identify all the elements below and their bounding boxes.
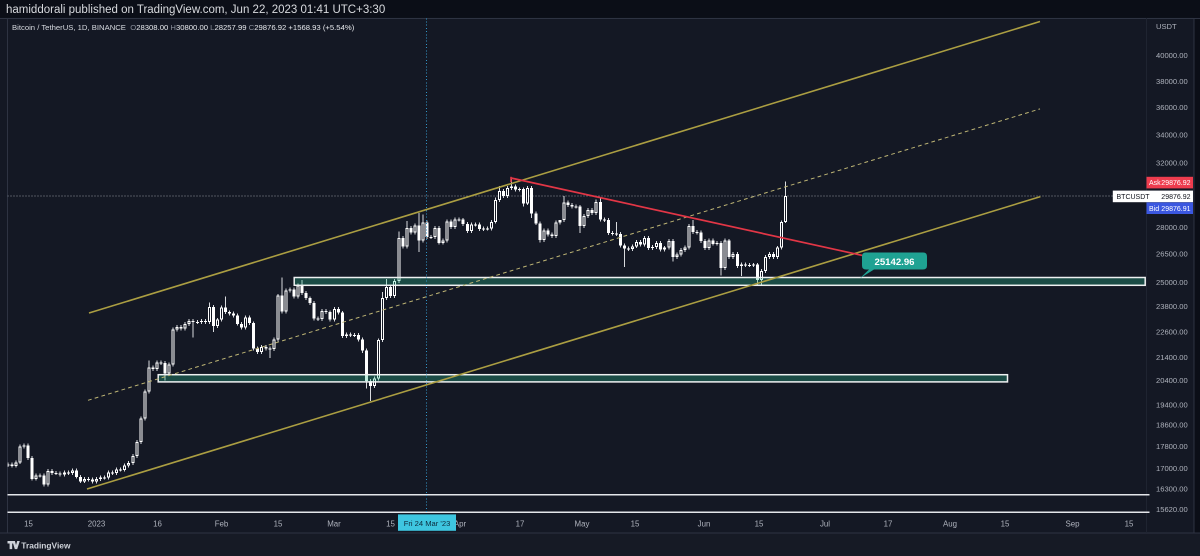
svg-text:21400.00: 21400.00 — [1156, 353, 1188, 362]
svg-text:23800.00: 23800.00 — [1156, 302, 1188, 311]
svg-text:25142.96: 25142.96 — [874, 257, 914, 268]
svg-text:17: 17 — [516, 519, 525, 528]
svg-text:Bid: Bid — [1149, 206, 1159, 213]
svg-text:Sep: Sep — [1065, 519, 1080, 528]
svg-text:15620.00: 15620.00 — [1156, 505, 1188, 514]
svg-text:29876.92: 29876.92 — [1161, 194, 1190, 201]
svg-text:29876.92: 29876.92 — [1161, 180, 1190, 187]
svg-text:15: 15 — [1001, 519, 1010, 528]
svg-text:Feb: Feb — [215, 519, 229, 528]
svg-text:36000.00: 36000.00 — [1156, 103, 1188, 112]
svg-text:29876.91: 29876.91 — [1161, 206, 1190, 213]
svg-text:20400.00: 20400.00 — [1156, 376, 1188, 385]
svg-text:Mar: Mar — [327, 519, 341, 528]
svg-text:15: 15 — [1125, 519, 1134, 528]
svg-text:16: 16 — [153, 519, 162, 528]
svg-text:15: 15 — [386, 519, 395, 528]
svg-text:38000.00: 38000.00 — [1156, 77, 1188, 86]
svg-text:18600.00: 18600.00 — [1156, 421, 1188, 430]
svg-text:BTCUSDT: BTCUSDT — [1117, 194, 1151, 201]
svg-text:15: 15 — [755, 519, 764, 528]
svg-text:Apr: Apr — [454, 519, 467, 528]
svg-text:Jun: Jun — [698, 519, 711, 528]
svg-text:TradingView: TradingView — [21, 540, 71, 550]
svg-text:32000.00: 32000.00 — [1156, 159, 1188, 168]
svg-text:22600.00: 22600.00 — [1156, 327, 1188, 336]
svg-text:Ask: Ask — [1149, 180, 1161, 187]
svg-text:40000.00: 40000.00 — [1156, 51, 1188, 60]
svg-text:May: May — [575, 519, 590, 528]
svg-text:19400.00: 19400.00 — [1156, 400, 1188, 409]
svg-text:25000.00: 25000.00 — [1156, 278, 1188, 287]
svg-text:16300.00: 16300.00 — [1156, 484, 1188, 493]
svg-text:2023: 2023 — [88, 519, 106, 528]
svg-text:Aug: Aug — [943, 519, 957, 528]
svg-text:17: 17 — [884, 519, 893, 528]
svg-text:Bitcoin / TetherUS, 1D, BINANC: Bitcoin / TetherUS, 1D, BINANCE O28308.0… — [12, 23, 355, 32]
svg-text:17000.00: 17000.00 — [1156, 464, 1188, 473]
svg-text:hamiddorali published on Tradi: hamiddorali published on TradingView.com… — [6, 4, 385, 16]
svg-text:USDT: USDT — [1156, 22, 1177, 31]
svg-text:Fri 24 Mar '23: Fri 24 Mar '23 — [404, 519, 451, 528]
svg-text:15: 15 — [631, 519, 640, 528]
svg-text:28000.00: 28000.00 — [1156, 223, 1188, 232]
svg-text:26500.00: 26500.00 — [1156, 250, 1188, 259]
svg-text:15: 15 — [24, 519, 33, 528]
svg-text:15: 15 — [274, 519, 283, 528]
svg-text:17800.00: 17800.00 — [1156, 442, 1188, 451]
svg-text:34000.00: 34000.00 — [1156, 130, 1188, 139]
svg-text:Jul: Jul — [820, 519, 830, 528]
